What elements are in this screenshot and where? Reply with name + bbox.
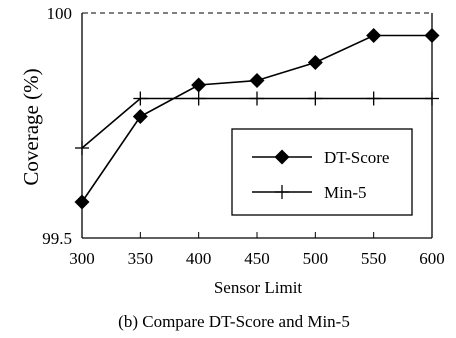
data-point-min-5	[133, 91, 148, 106]
y-tick-label: 99.5	[42, 229, 72, 248]
series-layer	[74, 28, 440, 210]
data-point-dt-score	[191, 77, 207, 93]
x-axis-label: Sensor Limit	[214, 278, 303, 297]
legend-marker-min-5	[275, 185, 289, 199]
legend-label-dt-score: DT-Score	[324, 148, 389, 167]
x-tick-label: 500	[303, 249, 329, 268]
legend-label-min-5: Min-5	[324, 183, 367, 202]
data-point-dt-score	[74, 194, 90, 210]
data-point-min-5	[191, 91, 206, 106]
x-tick-label: 350	[128, 249, 154, 268]
legend-marker-dt-score	[274, 149, 290, 165]
data-point-min-5	[75, 141, 89, 155]
data-point-dt-score	[249, 73, 265, 88]
data-point-dt-score	[366, 28, 382, 43]
legend-box	[231, 128, 413, 216]
x-tick-label: 450	[244, 249, 270, 268]
axes: 99.5 100 300 350 400 450 500 550 600	[42, 4, 445, 268]
data-point-dt-score	[132, 109, 148, 124]
data-point-dt-score	[424, 28, 440, 43]
data-point-dt-score	[307, 55, 323, 70]
data-point-min-5	[308, 91, 323, 106]
x-tick-label: 300	[69, 249, 95, 268]
x-tick-label: 550	[361, 249, 387, 268]
x-tick-label: 600	[419, 249, 445, 268]
legend: DT-Score Min-5	[231, 128, 413, 216]
data-point-min-5	[425, 91, 439, 106]
figure-caption: (b) Compare DT-Score and Min-5	[118, 312, 350, 331]
y-tick-label: 100	[47, 4, 73, 23]
data-point-min-5	[250, 91, 264, 106]
data-point-min-5	[366, 91, 381, 106]
y-axis-label: Coverage (%)	[19, 68, 43, 185]
x-tick-label: 400	[186, 249, 212, 268]
